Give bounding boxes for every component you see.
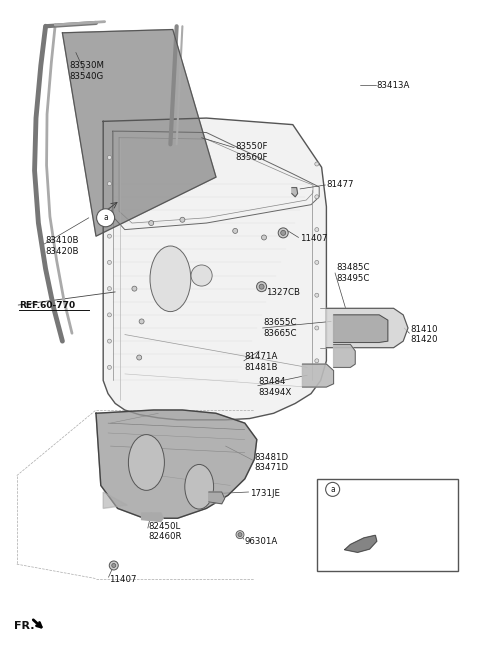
Circle shape: [109, 561, 118, 570]
Polygon shape: [62, 30, 216, 236]
Polygon shape: [326, 308, 408, 348]
Text: 83550F
83560F: 83550F 83560F: [235, 142, 268, 162]
Text: FR.: FR.: [14, 621, 35, 631]
Circle shape: [108, 208, 111, 212]
Text: 81471A
81481B: 81471A 81481B: [245, 352, 278, 372]
Circle shape: [112, 564, 116, 567]
Circle shape: [325, 482, 340, 497]
Polygon shape: [209, 492, 225, 504]
Polygon shape: [334, 344, 355, 367]
Text: a: a: [330, 485, 335, 494]
Circle shape: [259, 284, 264, 289]
Circle shape: [278, 228, 288, 238]
Circle shape: [281, 230, 286, 236]
Circle shape: [315, 195, 319, 199]
Text: 82450L
82460R: 82450L 82460R: [149, 522, 182, 541]
Circle shape: [315, 162, 319, 166]
Ellipse shape: [185, 464, 214, 509]
Text: 81410
81420: 81410 81420: [410, 325, 438, 344]
Circle shape: [315, 260, 319, 264]
Polygon shape: [103, 118, 326, 420]
Text: 83655C
83665C: 83655C 83665C: [263, 318, 297, 338]
Text: 1327CB: 1327CB: [266, 288, 300, 297]
Text: 11407: 11407: [109, 575, 137, 584]
Circle shape: [108, 234, 111, 238]
Polygon shape: [142, 513, 163, 522]
FancyBboxPatch shape: [317, 479, 458, 571]
Circle shape: [139, 319, 144, 324]
Text: 81477: 81477: [326, 180, 354, 190]
Circle shape: [315, 293, 319, 297]
Polygon shape: [103, 492, 127, 508]
Text: 83484
83494X: 83484 83494X: [258, 377, 291, 397]
Text: 83481D
83471D: 83481D 83471D: [254, 453, 288, 472]
Circle shape: [108, 365, 111, 369]
Circle shape: [132, 286, 137, 291]
Ellipse shape: [150, 246, 191, 312]
Circle shape: [262, 235, 266, 240]
Polygon shape: [334, 315, 388, 342]
Text: 11407: 11407: [300, 234, 327, 243]
Circle shape: [149, 220, 154, 226]
Text: 83413A: 83413A: [377, 81, 410, 90]
Circle shape: [315, 228, 319, 232]
Text: a: a: [103, 213, 108, 222]
Circle shape: [108, 260, 111, 264]
Polygon shape: [302, 364, 334, 387]
Circle shape: [315, 326, 319, 330]
Circle shape: [191, 265, 212, 286]
Circle shape: [180, 217, 185, 222]
Text: 83530M
83540G: 83530M 83540G: [70, 61, 105, 81]
Circle shape: [108, 155, 111, 159]
Circle shape: [108, 287, 111, 291]
Circle shape: [315, 359, 319, 363]
Circle shape: [233, 228, 238, 234]
Text: 1731JE: 1731JE: [250, 489, 279, 499]
Text: 96301A: 96301A: [245, 537, 278, 546]
Circle shape: [257, 281, 266, 292]
Circle shape: [137, 355, 142, 360]
Polygon shape: [345, 535, 377, 552]
Text: 83485C
83495C: 83485C 83495C: [336, 263, 370, 283]
Circle shape: [236, 531, 244, 539]
Polygon shape: [292, 188, 298, 197]
Circle shape: [108, 313, 111, 317]
Text: 83410B
83420B: 83410B 83420B: [46, 236, 79, 256]
Ellipse shape: [129, 435, 164, 491]
Text: REF.60-770: REF.60-770: [19, 300, 75, 310]
Circle shape: [238, 533, 242, 537]
Circle shape: [108, 339, 111, 343]
Circle shape: [108, 182, 111, 186]
Circle shape: [96, 209, 115, 227]
Polygon shape: [96, 410, 257, 518]
